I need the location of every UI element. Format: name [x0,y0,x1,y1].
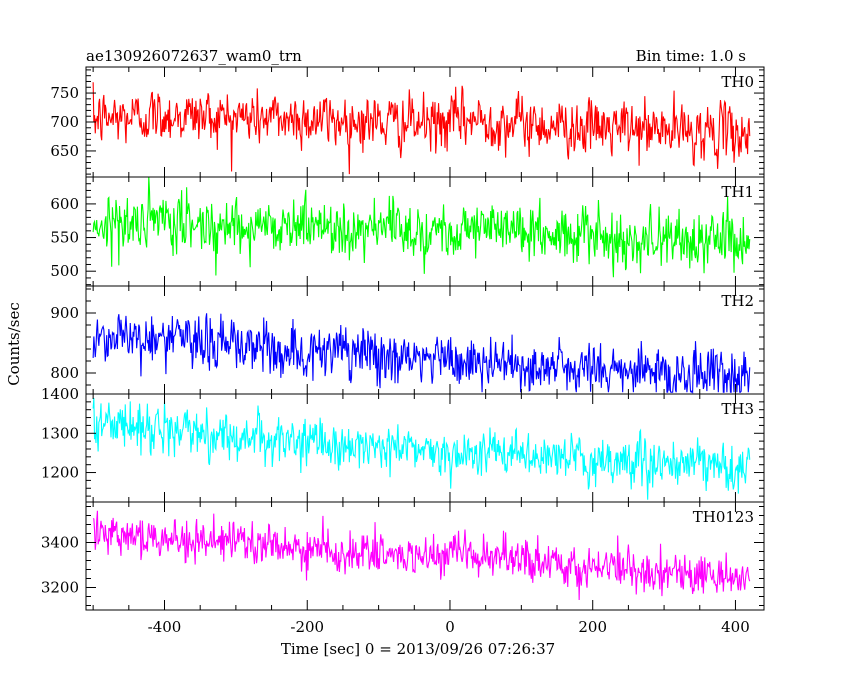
y-tick-label: 3400 [41,534,79,552]
y-tick-label: 1200 [41,464,79,482]
x-axis-title: Time [sec] 0 = 2013/09/26 07:26:37 [281,640,555,658]
chart-title: ae130926072637_wam0_trn [86,47,302,65]
y-tick-label: 550 [50,229,79,247]
y-tick-label: 600 [50,195,79,213]
y-axis-title: Counts/sec [5,302,23,386]
panels-group: 650 700 750 TH0 500 550 600 TH1 800 900 TH2 1200 130… [41,66,765,611]
y-tick-label: 500 [50,262,79,280]
bin-time-label: Bin time: 1.0 s [636,47,746,65]
panel-th0123: 3200 3400 TH0123 [41,501,765,611]
x-tick-label: 200 [578,618,607,636]
series-label-th3: TH3 [721,400,754,418]
panel-th0: 650 700 750 TH0 [50,66,765,178]
x-tick-label: -200 [290,618,324,636]
y-tick-label: 800 [50,364,79,382]
series-line-th0123 [92,510,751,600]
y-tick-label: 900 [50,304,79,322]
y-tick-label: 1300 [41,424,79,442]
x-tick-label: 400 [721,618,750,636]
y-tick-label: 700 [50,113,79,131]
y-tick-label: 1400 [41,385,79,403]
y-tick-label: 650 [50,142,79,160]
series-label-th2: TH2 [721,292,754,310]
series-label-th0123: TH0123 [693,508,754,526]
series-line-th2 [92,313,751,394]
panel-th2: 800 900 TH2 [50,285,765,395]
panel-th1: 500 550 600 TH1 [50,176,765,287]
x-tick-label: 0 [445,618,455,636]
y-tick-label: 3200 [41,579,79,597]
y-tick-label: 750 [50,84,79,102]
x-axis: -400 -200 0 200 400 [148,618,750,636]
series-line-th1 [92,177,751,278]
panel-frame [85,501,765,611]
series-line-th3 [92,397,751,500]
series-line-th0 [92,82,751,175]
x-tick-label: -400 [148,618,182,636]
series-label-th1: TH1 [721,183,754,201]
panel-th3: 1200 1300 1400 TH3 [41,385,765,503]
panel-frame [85,176,765,287]
series-label-th0: TH0 [721,73,754,91]
